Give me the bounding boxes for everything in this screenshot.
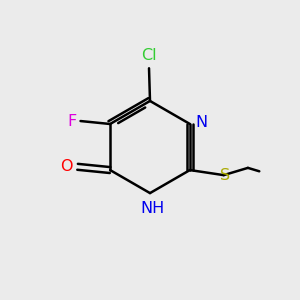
- Text: Cl: Cl: [141, 48, 157, 63]
- Text: NH: NH: [141, 200, 165, 215]
- Text: F: F: [68, 113, 77, 128]
- Text: O: O: [61, 159, 73, 174]
- Text: S: S: [220, 168, 230, 183]
- Text: N: N: [195, 115, 207, 130]
